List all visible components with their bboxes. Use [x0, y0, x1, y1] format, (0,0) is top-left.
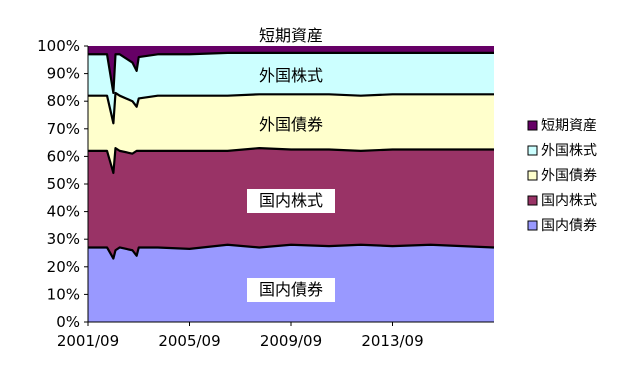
legend-swatch	[527, 170, 538, 181]
area-label: 国内債券	[259, 280, 323, 299]
y-tick-label: 30%	[47, 230, 80, 248]
y-tick-label: 90%	[47, 65, 80, 83]
y-tick-label: 60%	[47, 147, 80, 165]
legend-label: 短期資産	[541, 118, 597, 134]
series-boundary-1	[88, 243, 495, 260]
series-boundary-2	[88, 147, 494, 175]
area-label: 外国株式	[259, 66, 323, 85]
x-tick-label: 2013/09	[361, 332, 423, 350]
area-label: 短期資産	[259, 26, 323, 45]
y-tick-label: 10%	[47, 285, 80, 303]
y-ticks: 0% 10% 20% 30% 40% 50% 60% 70% 80% 90% 100%	[37, 37, 88, 331]
series-boundary-4	[88, 51, 494, 95]
legend-swatch	[527, 220, 538, 231]
stacked-areas	[88, 46, 494, 322]
area-label-box	[247, 189, 335, 213]
y-tick-label: 100%	[37, 37, 80, 55]
y-tick-label: 40%	[47, 203, 80, 221]
legend-label: 国内株式	[541, 193, 597, 209]
legend-label: 外国債券	[541, 168, 597, 184]
area-series-4	[88, 52, 494, 124]
area-label-box	[247, 278, 335, 302]
x-tick-label: 2005/09	[158, 332, 220, 350]
legend-label: 国内債券	[541, 218, 597, 234]
y-tick-label: 50%	[47, 175, 80, 193]
legend-swatch	[527, 145, 538, 156]
x-tick-label: 2001/09	[57, 332, 119, 350]
series-boundaries	[88, 51, 495, 260]
legend-swatch	[527, 195, 538, 206]
legend-label: 外国株式	[541, 143, 597, 159]
x-ticks: 2001/09 2005/09 2009/09 2013/09	[57, 322, 424, 350]
y-tick-label: 0%	[56, 313, 80, 331]
legend-swatch	[527, 120, 538, 131]
area-series-5	[88, 46, 494, 93]
area-label: 国内株式	[259, 191, 323, 210]
area-series-3	[88, 92, 494, 173]
x-tick-label: 2009/09	[260, 332, 322, 350]
y-tick-label: 80%	[47, 92, 80, 110]
series-boundary-3	[88, 91, 494, 125]
area-label: 外国債券	[259, 115, 323, 134]
y-tick-label: 20%	[47, 258, 80, 276]
y-tick-label: 70%	[47, 120, 80, 138]
